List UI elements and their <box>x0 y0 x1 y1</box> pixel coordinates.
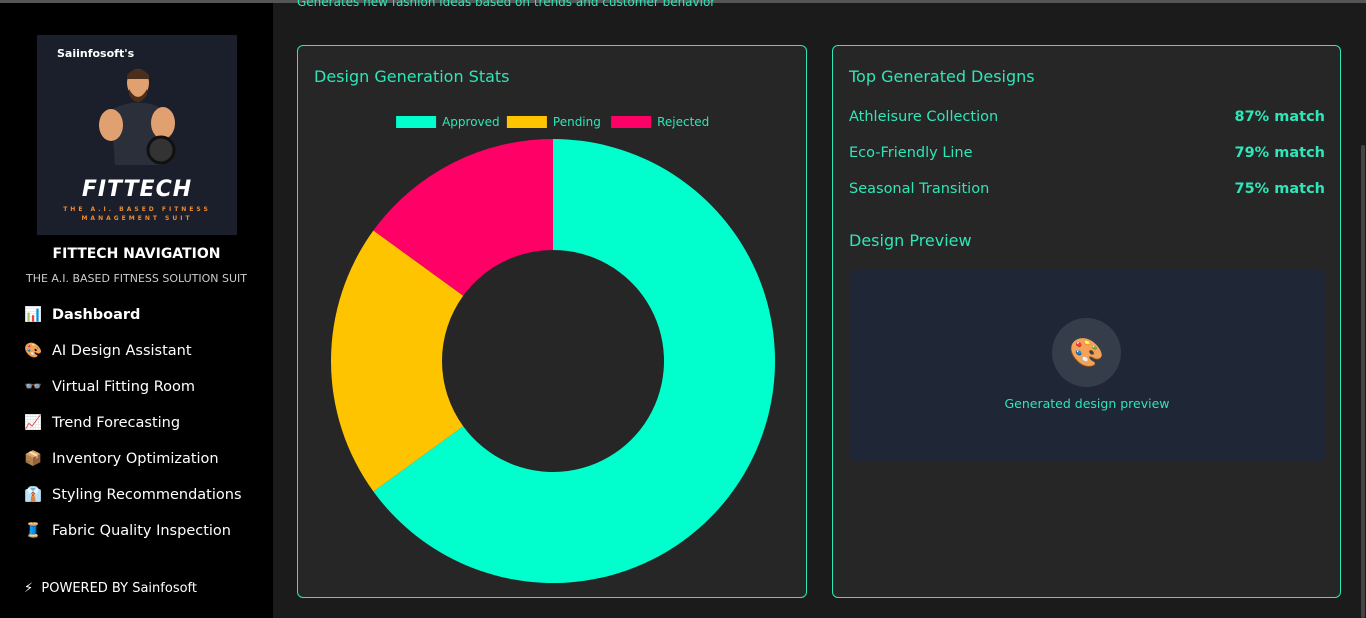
window-bar <box>0 0 1366 3</box>
nav-icon: 👓 <box>24 379 43 395</box>
nav-icon: 🎨 <box>24 343 43 359</box>
logo-brand: Saiinfosoft's <box>57 47 135 60</box>
doughnut-segment <box>373 139 775 583</box>
nav-icon: 📦 <box>24 451 43 467</box>
legend-swatch <box>611 116 652 128</box>
legend-swatch <box>506 116 547 128</box>
legend-swatch <box>396 116 437 128</box>
design-name: Eco-Friendly Line <box>849 145 973 161</box>
chart: Approved Pending Rejected <box>331 115 775 583</box>
nav-label: AI Design Assistant <box>52 343 192 359</box>
nav-item[interactable]: 📦 Inventory Optimization <box>24 450 219 467</box>
design-item: Eco-Friendly Line 79% match <box>849 145 1325 161</box>
nav-label: Dashboard <box>52 307 141 323</box>
nav-label: Inventory Optimization <box>52 451 219 467</box>
designs-panel: Top Generated Designs Athleisure Collect… <box>832 45 1341 598</box>
footer-label: POWERED BY Sainfosoft <box>41 581 197 596</box>
preview-box: 🎨 Generated design preview <box>849 270 1325 462</box>
nav-item[interactable]: 🎨 AI Design Assistant <box>24 342 192 359</box>
logo-title: FITTECH <box>81 177 193 202</box>
design-name: Athleisure Collection <box>849 109 999 125</box>
design-item: Seasonal Transition 75% match <box>849 181 1325 197</box>
sidebar-title: FITTECH NAVIGATION <box>52 246 221 262</box>
nav-label: Trend Forecasting <box>52 415 181 431</box>
footer-icon: ⚡ <box>24 581 34 596</box>
sidebar: Saiinfosoft's FITTECH THE A.I. BASED FIT… <box>0 3 273 618</box>
design-name: Seasonal Transition <box>849 181 990 197</box>
nav-label: Fabric Quality Inspection <box>52 523 231 539</box>
header-description: Generates new fashion ideas based on tre… <box>297 0 716 9</box>
nav-label: Virtual Fitting Room <box>52 379 195 395</box>
nav-icon: 📊 <box>24 307 43 323</box>
design-match: 87% match <box>1234 109 1326 125</box>
nav-item[interactable]: 🧵 Fabric Quality Inspection <box>24 522 231 539</box>
logo: Saiinfosoft's FITTECH THE A.I. BASED FIT… <box>37 35 237 235</box>
nav-icon: 📈 <box>24 415 43 431</box>
legend-label: Approved <box>442 115 500 129</box>
logo-tagline: THE A.I. BASED FITNESS MANAGEMENT SUIT <box>63 206 211 222</box>
sidebar-subtitle: THE A.I. BASED FITNESS SOLUTION SUIT <box>25 272 248 285</box>
design-item: Athleisure Collection 87% match <box>849 109 1325 125</box>
legend-label: Rejected <box>657 115 709 129</box>
nav-item[interactable]: 👔 Styling Recommendations <box>24 486 242 503</box>
doughnut-segment <box>331 230 464 492</box>
nav-icon: 👔 <box>24 487 43 503</box>
nav-item[interactable]: 📈 Trend Forecasting <box>24 414 180 431</box>
design-match: 75% match <box>1234 181 1326 197</box>
legend-label: Pending <box>553 115 601 129</box>
nav-item[interactable]: 📊 Dashboard <box>24 306 140 323</box>
doughnut-segment <box>373 139 553 296</box>
design-match: 79% match <box>1234 145 1326 161</box>
chart-panel: Design Generation Stats Approved Pending R… <box>297 45 807 598</box>
scrollbar <box>1361 145 1365 618</box>
designs-title: Top Generated Designs <box>849 67 1035 86</box>
chart-title: Design Generation Stats <box>314 67 510 86</box>
preview-title: Design Preview <box>849 231 972 250</box>
preview-caption: Generated design preview <box>1004 396 1170 411</box>
nav-item[interactable]: 👓 Virtual Fitting Room <box>24 378 195 395</box>
preview-icon: 🎨 <box>1052 318 1121 387</box>
sidebar-footer: ⚡ POWERED BY Sainfosoft <box>24 581 197 596</box>
logo-figure <box>99 69 176 165</box>
nav-icon: 🧵 <box>24 523 43 539</box>
nav-label: Styling Recommendations <box>52 487 242 503</box>
